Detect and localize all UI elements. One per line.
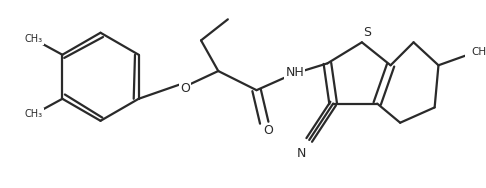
Text: N: N [297,147,306,160]
Text: CH₃: CH₃ [25,109,43,119]
Text: O: O [180,82,190,95]
Text: S: S [364,26,372,39]
Text: NH: NH [285,66,304,80]
Text: O: O [263,124,273,137]
Text: CH₃: CH₃ [471,47,486,57]
Text: CH₃: CH₃ [25,34,43,44]
